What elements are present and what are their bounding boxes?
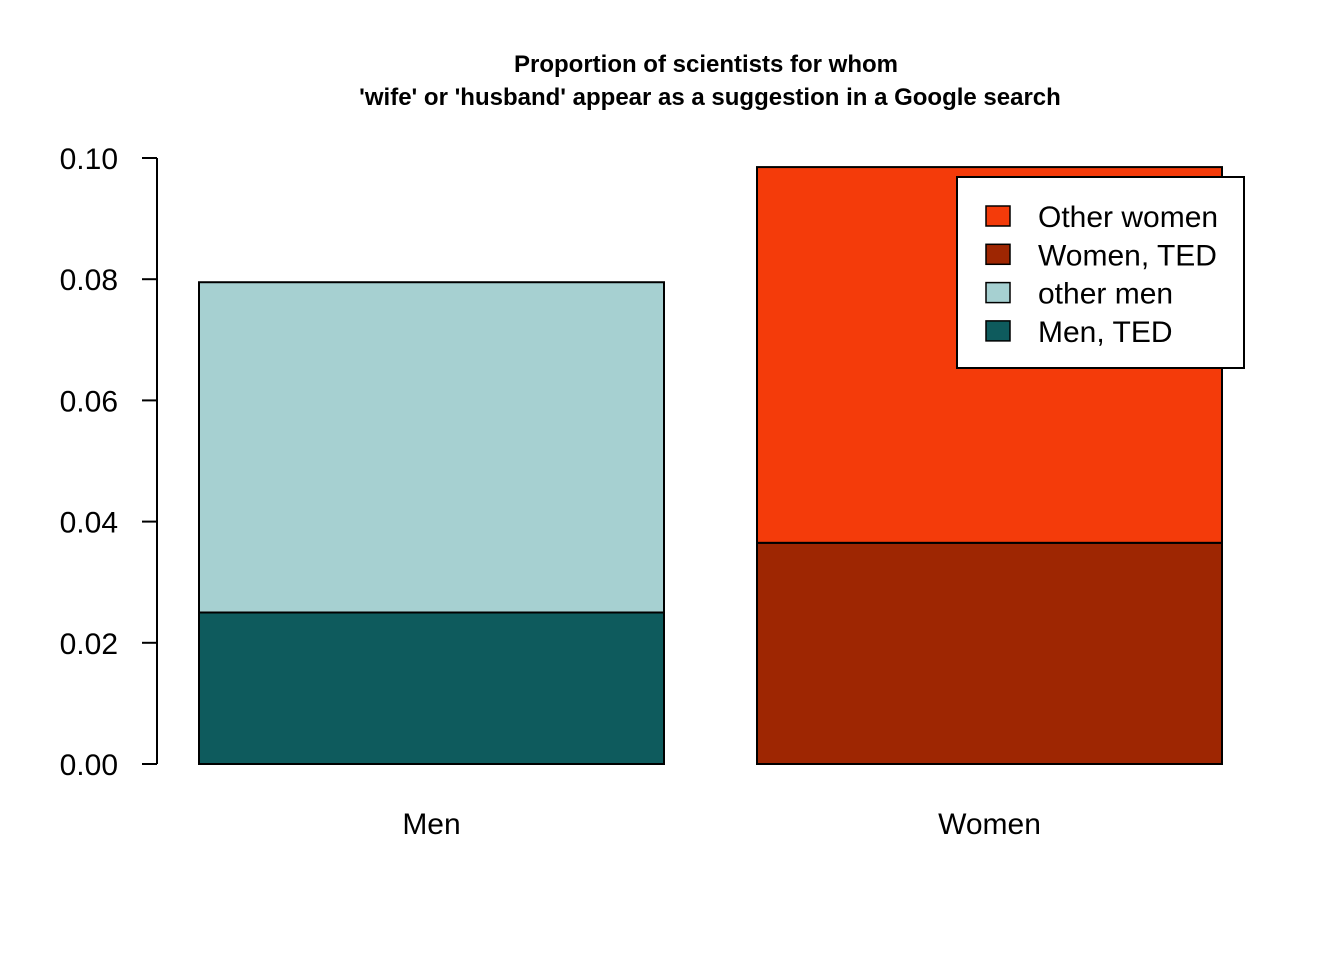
legend-swatch bbox=[985, 205, 1011, 227]
legend-swatch bbox=[985, 320, 1011, 342]
legend: Other women Women, TED other men Men, TED bbox=[956, 176, 1245, 369]
y-tick-label: 0.00 bbox=[60, 749, 118, 782]
bars-layer bbox=[198, 166, 1223, 765]
legend-swatch bbox=[985, 243, 1011, 266]
bar-segment-men-1 bbox=[198, 281, 665, 614]
chart-title-line-1: Proportion of scientists for whom bbox=[514, 51, 898, 78]
legend-label: Men, TED bbox=[1038, 316, 1173, 349]
legend-label: other men bbox=[1038, 278, 1173, 311]
y-axis: 0.00 0.02 0.04 0.06 0.08 0.10 bbox=[60, 143, 158, 782]
bar-segment-women-0 bbox=[756, 541, 1223, 765]
legend-swatch bbox=[985, 281, 1011, 304]
y-tick-label: 0.10 bbox=[60, 143, 118, 176]
bar-segment-men-0 bbox=[198, 611, 665, 765]
category-label-women: Women bbox=[938, 808, 1041, 841]
y-tick-label: 0.04 bbox=[60, 507, 118, 540]
chart-title-line-2: 'wife' or 'husband' appear as a suggesti… bbox=[359, 84, 1061, 111]
legend-label: Other women bbox=[1038, 201, 1218, 234]
category-labels: Men Women bbox=[402, 808, 1041, 841]
y-tick-label: 0.06 bbox=[60, 385, 118, 418]
y-tick-label: 0.02 bbox=[60, 628, 118, 661]
y-tick-label: 0.08 bbox=[60, 264, 118, 297]
category-label-men: Men bbox=[402, 808, 460, 841]
legend-label: Women, TED bbox=[1038, 239, 1217, 272]
